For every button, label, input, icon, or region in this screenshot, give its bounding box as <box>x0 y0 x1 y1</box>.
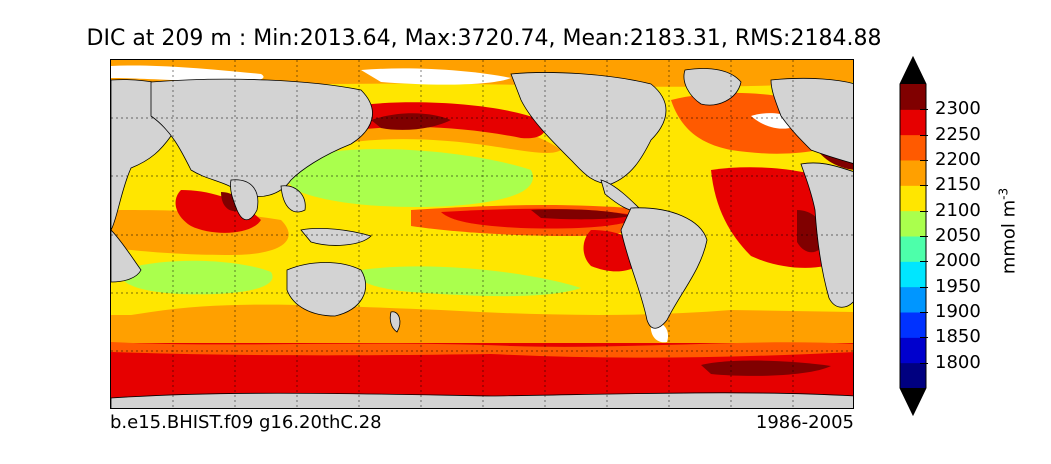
colorbar-tick-mark <box>920 286 928 288</box>
colorbar-tick-mark <box>920 109 928 111</box>
colorbar-tick-mark <box>920 210 928 212</box>
land-indonesia <box>300 228 372 246</box>
land-eurasia <box>150 78 373 197</box>
southern-ocean-band-redorange <box>111 342 853 358</box>
colorbar-segment <box>900 160 926 186</box>
plot-title: DIC at 209 m : Min:2013.64, Max:3720.74,… <box>86 26 882 51</box>
land-indochina <box>280 185 306 213</box>
colorbar-tick-label: 2250 <box>935 123 981 145</box>
colorbar-tick-mark <box>920 185 928 187</box>
land-europe-east <box>770 77 853 164</box>
colorbar-extend-bottom-arrow <box>900 388 926 415</box>
colorbar-tick-mark <box>920 337 928 339</box>
sea-ice-siberia <box>111 65 264 83</box>
land-north-america <box>510 72 667 185</box>
colorbar-segment <box>900 109 926 136</box>
southern-ocean-max-patch <box>701 360 831 376</box>
colorbar-label: mmol m-3 <box>997 188 1020 274</box>
colorbar-tick-label: 1950 <box>935 275 981 297</box>
colorbar-tick-label: 2150 <box>935 174 981 196</box>
land-new-zealand <box>389 311 401 333</box>
colorbar-segment <box>900 210 926 237</box>
colorbar-tick-label: 2000 <box>935 250 981 272</box>
colorbar-segment <box>900 286 926 313</box>
land-india <box>230 179 259 221</box>
colorbar-tick-label: 2200 <box>935 149 981 170</box>
land-australia <box>286 262 366 317</box>
arabian-sea-red <box>175 190 261 233</box>
land-greenland <box>683 68 742 106</box>
colorbar-outline <box>899 56 927 416</box>
land-antarctica <box>111 392 853 408</box>
period-caption: 1986-2005 <box>755 412 854 433</box>
colorbar-segment <box>900 337 926 364</box>
colorbar-tick-label: 2100 <box>935 199 981 221</box>
colorbar-tick-mark <box>920 362 928 364</box>
colorbar-tick-mark <box>920 236 928 237</box>
model-run-caption: b.e15.BHIST.f09 g16.20thC.28 <box>110 412 382 433</box>
sea-ice-arctic-center <box>361 68 511 85</box>
north-pacific-max-patch <box>371 113 451 130</box>
colorbar-tick-mark <box>920 134 928 136</box>
equatorial-pacific-max <box>531 209 631 220</box>
colorbar-tick-label: 2050 <box>935 225 981 246</box>
colorbar-segment <box>900 185 926 212</box>
dic-map <box>111 60 853 408</box>
colorbar-label-unit: mmol m <box>998 199 1020 275</box>
colorbar-segment <box>900 261 926 288</box>
colorbar-segment <box>900 362 926 389</box>
colorbar-segment <box>900 236 926 262</box>
colorbar-tick-label: 1900 <box>935 301 981 322</box>
colorbar-extend-top-arrow <box>900 57 926 84</box>
indian-ocean-green-patch <box>120 260 273 295</box>
colorbar-label-exponent: -3 <box>996 187 1011 200</box>
colorbar-tick-mark <box>920 312 928 313</box>
map-panel <box>110 59 854 409</box>
gridlines <box>111 60 853 408</box>
colorbar-segments <box>900 57 926 389</box>
colorbar-segment <box>900 312 926 338</box>
north-pacific-green-gyre <box>285 149 533 208</box>
colorbar-tick-mark <box>920 261 928 263</box>
colorbar-segment <box>900 84 926 110</box>
colorbar-tick-label: 2300 <box>935 98 981 120</box>
colorbar-tick-label: 1800 <box>935 351 981 373</box>
land-africa-south <box>111 229 142 283</box>
colorbar <box>899 56 927 416</box>
south-pacific-green-band <box>358 266 581 297</box>
colorbar-segment <box>900 134 926 161</box>
colorbar-tick-mark <box>920 160 928 161</box>
colorbar-tick-label: 1850 <box>935 326 981 348</box>
land-south-america <box>620 207 708 329</box>
